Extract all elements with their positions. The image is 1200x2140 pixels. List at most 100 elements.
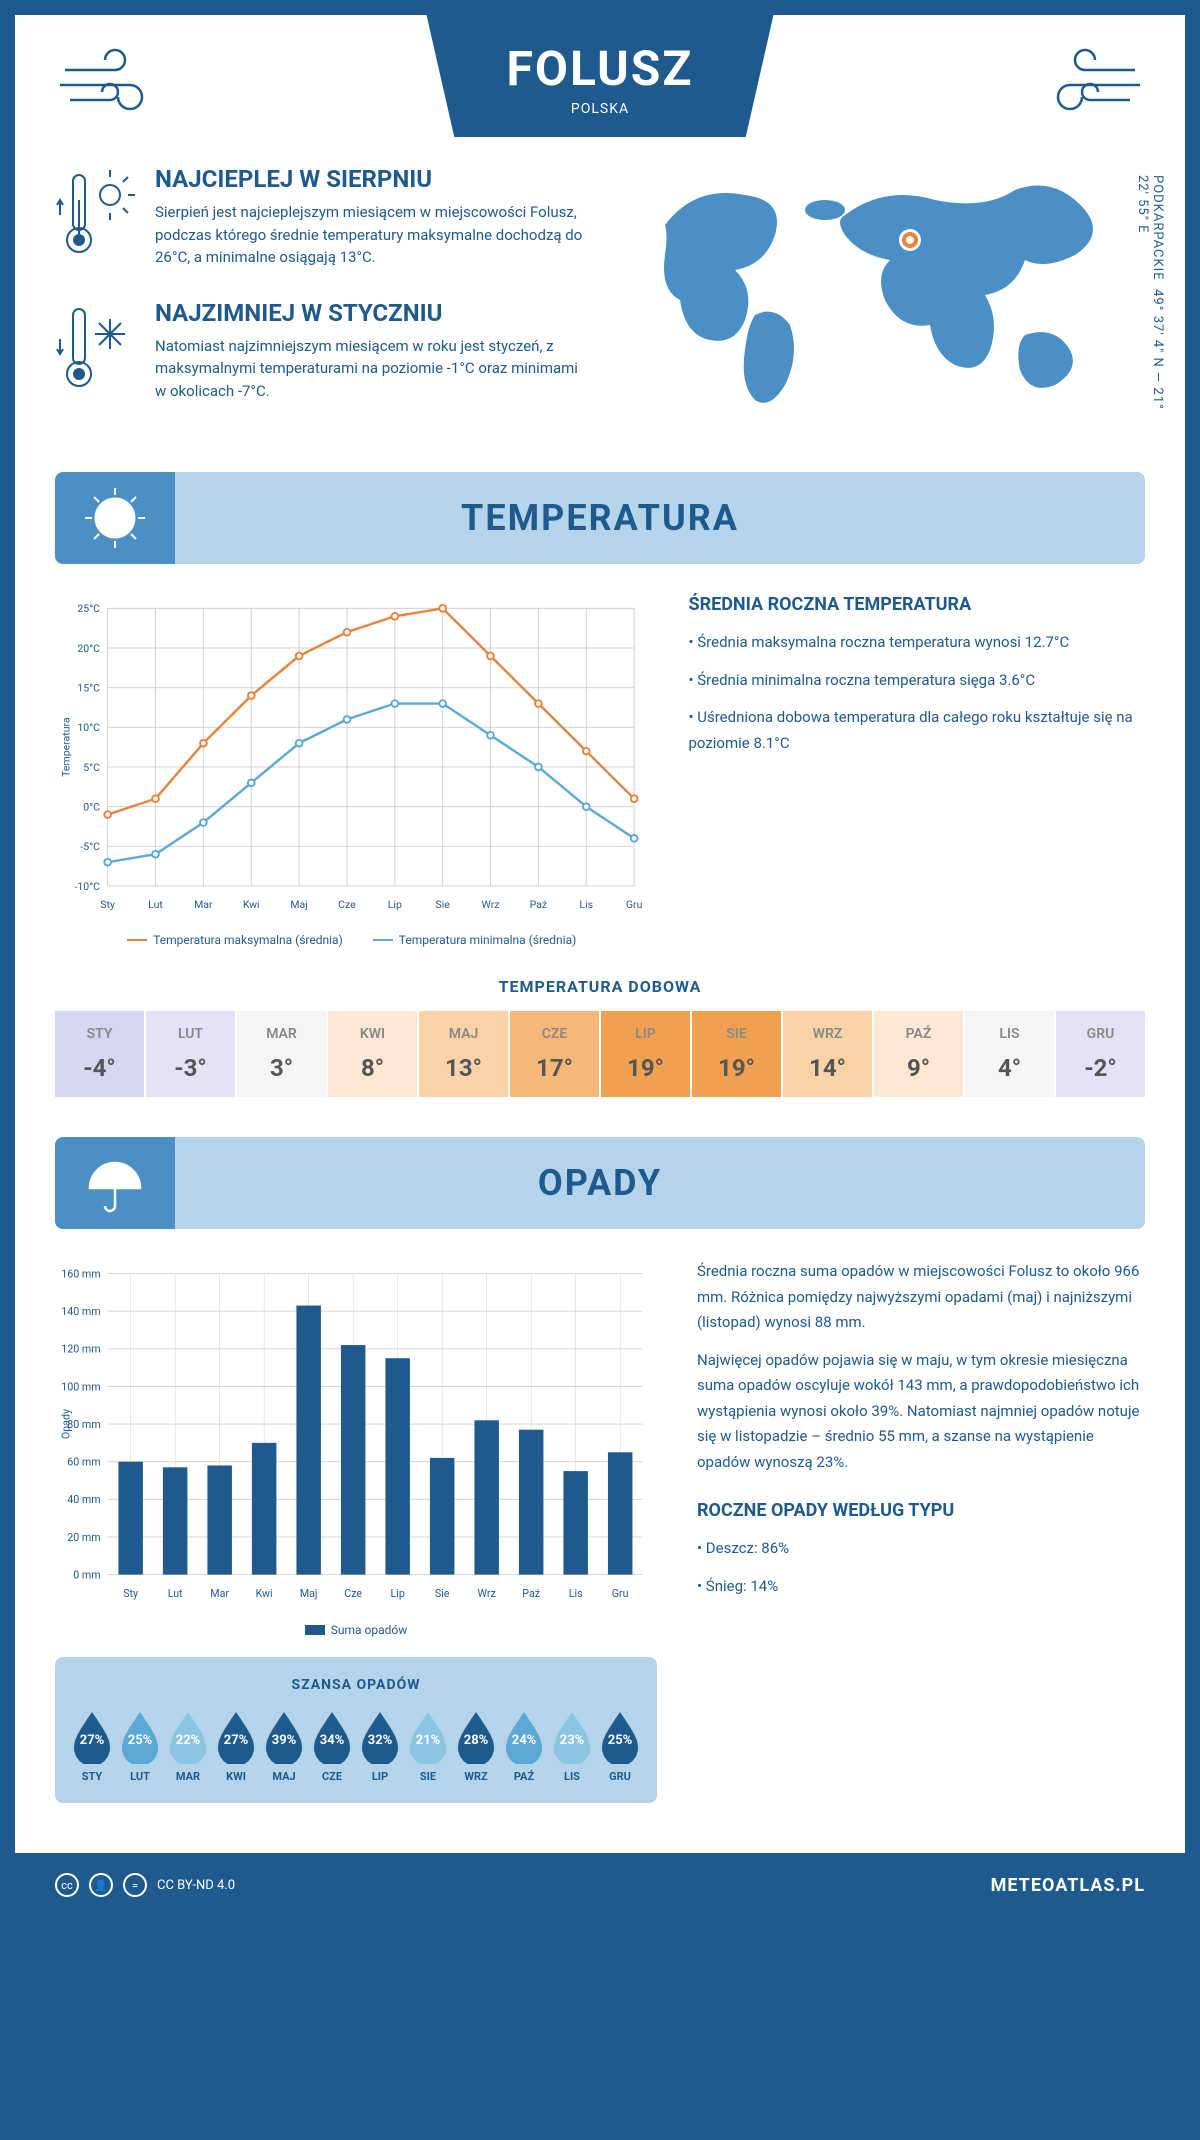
svg-text:Kwi: Kwi [256,1587,273,1600]
chance-drop: 21%SIE [406,1708,450,1783]
svg-text:Lis: Lis [569,1587,583,1600]
temp-side-title: ŚREDNIA ROCZNA TEMPERATURA [688,594,1145,615]
svg-text:15°C: 15°C [77,681,100,694]
chance-drop: 23%LIS [550,1708,594,1783]
warmest-title: NAJCIEPLEJ W SIERPNIU [155,165,585,193]
daily-temp-table: STY-4°LUT-3°MAR3°KWI8°MAJ13°CZE17°LIP19°… [55,1011,1145,1097]
temp-point: • Uśredniona dobowa temperatura dla całe… [688,705,1145,756]
precip-type-title: ROCZNE OPADY WEDŁUG TYPU [697,1500,1145,1521]
chance-drop: 27%KWI [214,1708,258,1783]
svg-text:140 mm: 140 mm [61,1306,100,1319]
svg-text:Lut: Lut [168,1587,183,1600]
svg-text:Sie: Sie [435,898,450,911]
precip-para2: Najwięcej opadów pojawia się w maju, w t… [697,1348,1145,1476]
svg-text:Sty: Sty [100,898,115,911]
svg-text:Temperatura: Temperatura [59,717,72,777]
nd-icon: = [123,1873,147,1897]
warmest-text: NAJCIEPLEJ W SIERPNIU Sierpień jest najc… [155,165,585,269]
country-subtitle: POLSKA [507,101,694,117]
content: NAJCIEPLEJ W SIERPNIU Sierpień jest najc… [15,145,1185,1853]
page: FOLUSZ POLSKA [15,15,1185,1917]
svg-text:Paź: Paź [522,1587,540,1600]
precip-para1: Średnia roczna suma opadów w miejscowośc… [697,1259,1145,1336]
legend-precip: Suma opadów [305,1623,408,1637]
coordinates: PODKARPACKIE 49° 37' 4" N — 21° 22' 55" … [1135,175,1165,432]
precip-title: OPADY [80,1162,1120,1204]
site-name: METEOATLAS.PL [991,1875,1145,1896]
svg-text:0°C: 0°C [83,800,100,813]
chance-drops: 27%STY25%LUT22%MAR27%KWI39%MAJ34%CZE32%L… [70,1708,642,1783]
svg-text:Gru: Gru [626,898,643,911]
temp-cell: LUT-3° [146,1011,235,1097]
chance-drop: 22%MAR [166,1708,210,1783]
header: FOLUSZ POLSKA [15,15,1185,145]
thermometer-sun-icon [55,165,135,265]
coldest-text: NAJZIMNIEJ W STYCZNIU Natomiast najzimni… [155,299,585,403]
svg-text:Paź: Paź [530,898,548,911]
intro-left: NAJCIEPLEJ W SIERPNIU Sierpień jest najc… [55,165,585,432]
svg-text:20 mm: 20 mm [67,1531,100,1544]
svg-text:Sty: Sty [123,1587,138,1600]
precip-header: OPADY [55,1137,1145,1229]
chance-drop: 34%CZE [310,1708,354,1783]
svg-text:Wrz: Wrz [482,898,500,911]
temp-cell: MAJ13° [419,1011,508,1097]
svg-text:100 mm: 100 mm [61,1381,100,1394]
svg-text:5°C: 5°C [83,761,100,774]
intro-row: NAJCIEPLEJ W SIERPNIU Sierpień jest najc… [55,165,1145,432]
by-icon: 👤 [89,1873,113,1897]
footer: cc 👤 = CC BY-ND 4.0 METEOATLAS.PL [15,1853,1185,1917]
temp-cell: STY-4° [55,1011,144,1097]
precip-bar-chart: 0 mm20 mm40 mm60 mm80 mm100 mm120 mm140 … [55,1259,657,1609]
svg-text:160 mm: 160 mm [61,1268,100,1281]
temp-cell: GRU-2° [1056,1011,1145,1097]
temp-side: ŚREDNIA ROCZNA TEMPERATURA • Średnia mak… [688,594,1145,947]
svg-text:10°C: 10°C [77,721,100,734]
svg-text:Lut: Lut [148,898,163,911]
precip-chart-row: 0 mm20 mm40 mm60 mm80 mm100 mm120 mm140 … [55,1259,1145,1803]
temp-cell: MAR3° [237,1011,326,1097]
svg-text:-10°C: -10°C [74,880,100,893]
chance-drop: 28%WRZ [454,1708,498,1783]
temp-cell: CZE17° [510,1011,599,1097]
chance-drop: 25%LUT [118,1708,162,1783]
temp-legend: Temperatura maksymalna (średnia) Tempera… [55,933,648,947]
cc-icon: cc [55,1873,79,1897]
svg-text:Maj: Maj [300,1587,318,1600]
city-title: FOLUSZ [507,40,694,97]
temp-cell: PAŹ9° [874,1011,963,1097]
svg-text:Gru: Gru [612,1587,629,1600]
precip-chart-area: 0 mm20 mm40 mm60 mm80 mm100 mm120 mm140 … [55,1259,657,1803]
daily-temp-title: TEMPERATURA DOBOWA [55,977,1145,996]
temp-chart-area: -10°C-5°C0°C5°C10°C15°C20°C25°CStyLutMar… [55,594,648,947]
svg-text:Sie: Sie [435,1587,450,1600]
temp-point: • Średnia minimalna roczna temperatura s… [688,668,1145,694]
precip-legend: Suma opadów [55,1623,657,1637]
svg-text:120 mm: 120 mm [61,1343,100,1356]
coldest-block: NAJZIMNIEJ W STYCZNIU Natomiast najzimni… [55,299,585,403]
wind-icon-left [55,45,175,125]
legend-min: Temperatura minimalna (średnia) [373,933,577,947]
svg-text:Mar: Mar [210,1587,229,1600]
svg-text:Cze: Cze [344,1587,362,1600]
svg-text:Mar: Mar [194,898,213,911]
svg-text:Kwi: Kwi [243,898,260,911]
chance-drop: 25%GRU [598,1708,642,1783]
precip-type-point: • Deszcz: 86% [697,1536,1145,1562]
warmest-desc: Sierpień jest najcieplejszym miesiącem w… [155,201,585,269]
chance-drop: 39%MAJ [262,1708,306,1783]
temperature-line-chart: -10°C-5°C0°C5°C10°C15°C20°C25°CStyLutMar… [55,594,648,919]
coldest-title: NAJZIMNIEJ W STYCZNIU [155,299,585,327]
svg-text:Lip: Lip [390,1587,404,1600]
precip-type-point: • Śnieg: 14% [697,1574,1145,1600]
temp-cell: KWI8° [328,1011,417,1097]
wind-icon-right [1025,45,1145,125]
temperature-title: TEMPERATURA [80,497,1120,539]
temp-cell: LIP19° [601,1011,690,1097]
world-map [625,165,1145,425]
legend-max: Temperatura maksymalna (średnia) [127,933,343,947]
precip-side: Średnia roczna suma opadów w miejscowośc… [697,1259,1145,1803]
intro-right: PODKARPACKIE 49° 37' 4" N — 21° 22' 55" … [625,165,1145,432]
chance-drop: 32%LIP [358,1708,402,1783]
sun-header-icon [55,472,175,564]
